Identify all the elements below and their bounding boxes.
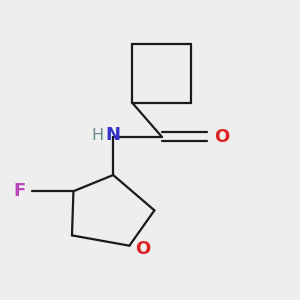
Text: H: H [91, 128, 103, 143]
Text: O: O [214, 128, 229, 146]
Text: N: N [106, 126, 121, 144]
Text: O: O [135, 240, 151, 258]
Text: F: F [14, 182, 26, 200]
